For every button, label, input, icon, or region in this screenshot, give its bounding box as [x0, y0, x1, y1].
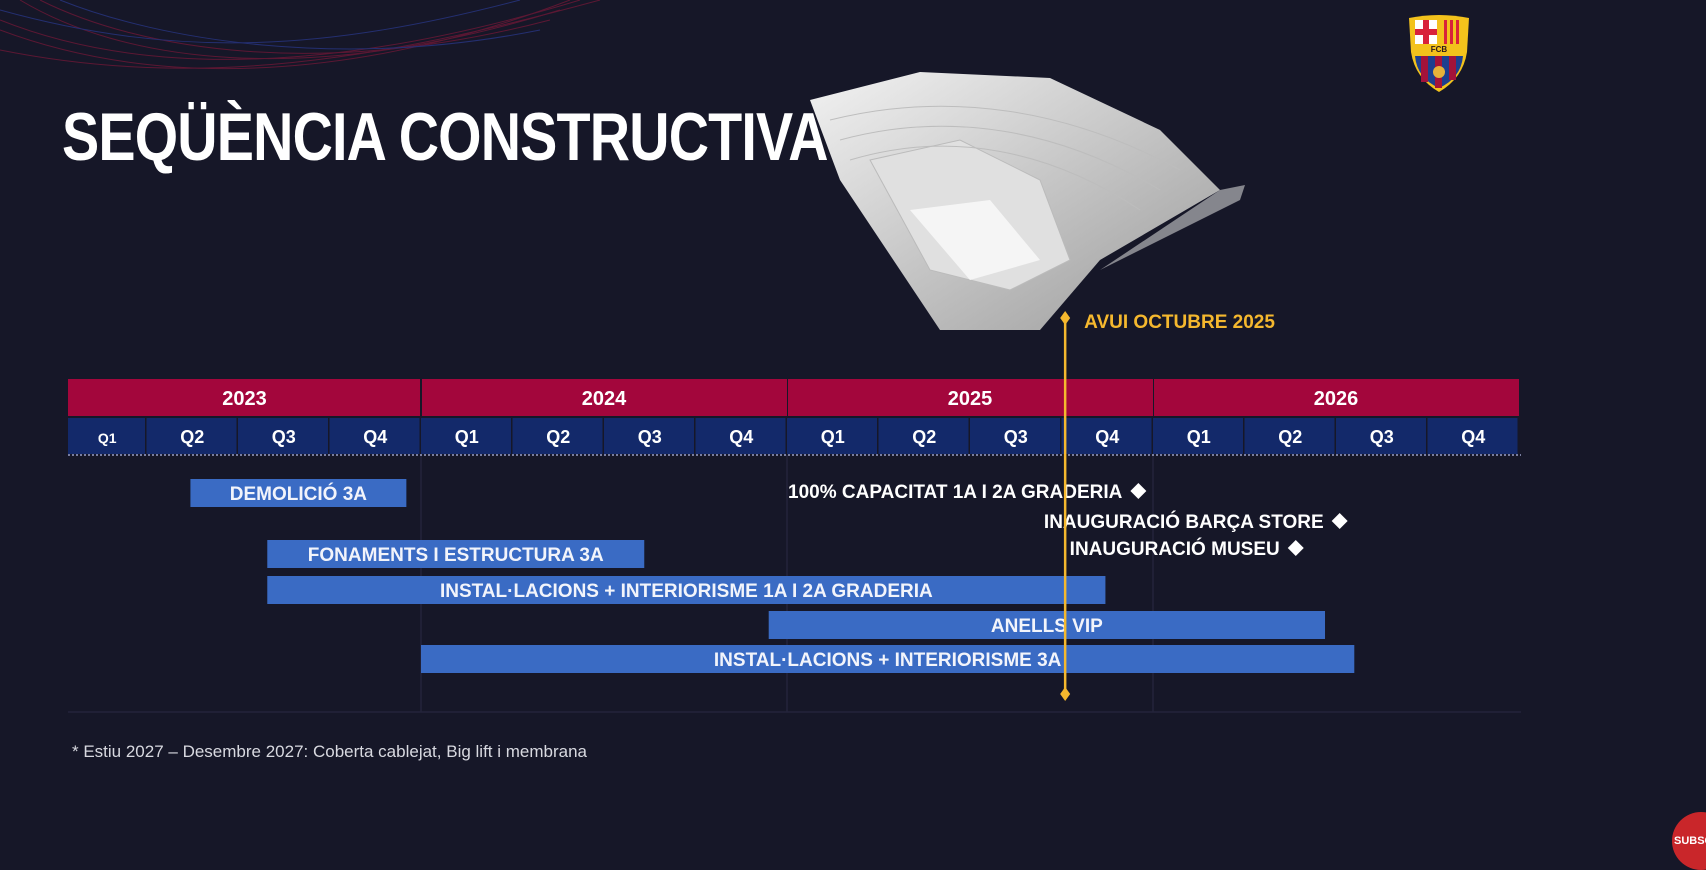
task-label: INSTAL·LACIONS + INTERIORISME 3A — [714, 650, 1062, 671]
today-top-diamond-icon — [1060, 311, 1071, 325]
quarter-label: Q2 — [180, 427, 204, 447]
quarter-header-cell — [238, 418, 328, 454]
quarter-header-cell — [878, 418, 969, 454]
quarter-label: Q1 — [1187, 427, 1211, 447]
today-bottom-diamond-icon — [1060, 687, 1071, 701]
quarter-header-cell — [1244, 418, 1335, 454]
milestone-diamond-icon — [1130, 483, 1147, 499]
milestone-label: 100% CAPACITAT 1A I 2A GRADERIA — [788, 482, 1123, 503]
quarter-header-cell — [329, 418, 420, 454]
quarter-label: Q3 — [1004, 427, 1028, 447]
quarter-label: Q2 — [546, 427, 570, 447]
year-label: 2023 — [222, 388, 267, 410]
quarter-header-cell — [1336, 418, 1426, 454]
quarter-header-cell — [1427, 418, 1518, 454]
task-bar — [768, 611, 1326, 639]
task-label: FONAMENTS I ESTRUCTURA 3A — [308, 545, 604, 566]
task-bar — [267, 576, 1106, 604]
quarter-header-cell — [604, 418, 694, 454]
task-label: DEMOLICIÓ 3A — [230, 483, 368, 505]
milestone-label: INAUGURACIÓ BARÇA STORE — [1044, 511, 1324, 533]
quarter-label: Q1 — [455, 427, 479, 447]
quarter-label: Q3 — [638, 427, 662, 447]
year-label: 2025 — [948, 388, 993, 410]
year-label: 2024 — [582, 388, 627, 410]
quarter-header-cell — [787, 418, 877, 454]
fcb-crest-logo: FCB — [1409, 15, 1469, 92]
year-header-cell — [788, 379, 1153, 416]
task-label: ANELLS VIP — [991, 616, 1103, 637]
quarter-header-cell — [1061, 418, 1152, 454]
year-header-cell — [68, 379, 420, 416]
task-label: INSTAL·LACIONS + INTERIORISME 1A I 2A GR… — [440, 581, 933, 602]
today-label: AVUI OCTUBRE 2025 — [1084, 312, 1275, 333]
quarter-label: Q4 — [729, 427, 753, 447]
quarter-label: Q1 — [821, 427, 845, 447]
task-bar — [267, 540, 645, 568]
quarter-header-cell — [512, 418, 603, 454]
decorative-lines — [0, 0, 601, 70]
quarter-label: Q4 — [1095, 427, 1119, 447]
quarter-header-cell — [970, 418, 1060, 454]
quarter-label: Q3 — [1370, 427, 1394, 447]
task-bar — [421, 645, 1355, 673]
page-title: SEQÜÈNCIA CONSTRUCTIVA — [62, 99, 829, 175]
milestone-label: INAUGURACIÓ MUSEU — [1070, 538, 1280, 560]
quarter-header-cell — [146, 418, 237, 454]
quarter-label: Q1 — [98, 430, 117, 446]
quarter-header-cell — [421, 418, 511, 454]
quarter-label: Q4 — [363, 427, 387, 447]
quarter-header-cell — [1153, 418, 1243, 454]
quarter-label: Q2 — [1278, 427, 1302, 447]
quarter-header-cell — [695, 418, 786, 454]
milestone-diamond-icon — [1331, 513, 1348, 529]
quarter-header-cell — [68, 418, 145, 454]
footnote: * Estiu 2027 – Desembre 2027: Coberta ca… — [72, 742, 587, 761]
quarter-label: Q3 — [272, 427, 296, 447]
milestone-diamond-icon — [1287, 540, 1304, 556]
svg-text:FCB: FCB — [1431, 45, 1448, 54]
quarter-label: Q4 — [1461, 427, 1485, 447]
year-header-cell — [422, 379, 787, 416]
year-label: 2026 — [1314, 388, 1359, 410]
task-bar — [190, 479, 407, 507]
stadium-illustration — [810, 72, 1245, 330]
quarter-label: Q2 — [912, 427, 936, 447]
year-header-cell — [1154, 379, 1519, 416]
